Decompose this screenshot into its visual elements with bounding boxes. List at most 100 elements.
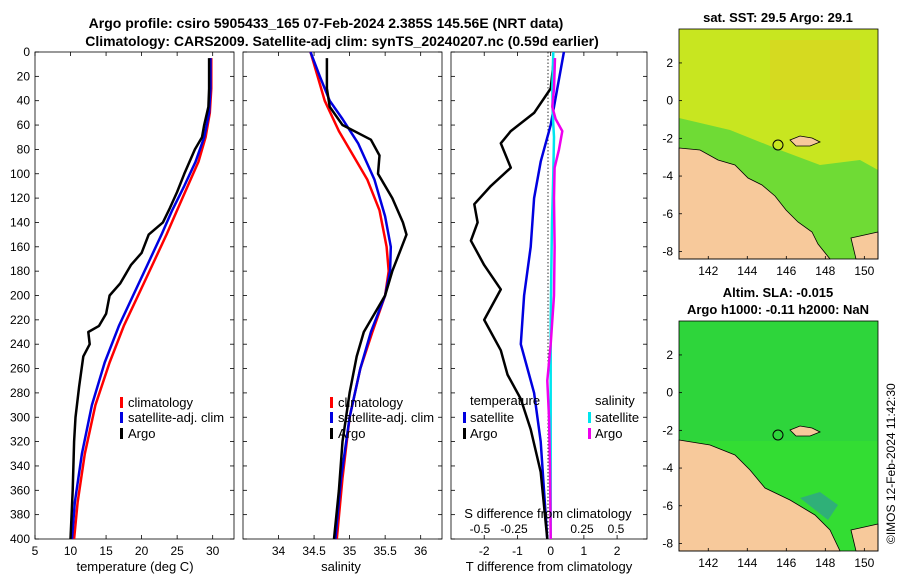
x2-tick-label: -0.5 (470, 522, 491, 536)
temperature-panel: 5 10 15 20 25 3002040608010012014016018020022… (10, 45, 235, 574)
salinity-panel: 34 34.5 35 35.5 36 salinity climatology sate… (242, 51, 443, 574)
map-y-tick-label: -6 (662, 499, 673, 513)
y-tick-label: 200 (10, 289, 30, 303)
x-tick-label: 2 (614, 544, 621, 558)
sst-map (678, 28, 879, 260)
x2-tick-label: -0.25 (500, 522, 528, 536)
sst-map-frame (678, 28, 879, 260)
x-tick-label: 36 (414, 544, 428, 558)
series-line-salinity-argo (546, 58, 564, 540)
difference-series (469, 51, 566, 540)
x-tick-label: -2 (479, 544, 490, 558)
legend-label-argo: Argo (128, 426, 155, 441)
y-tick-label: 60 (17, 118, 31, 132)
x-tick-label: 15 (99, 544, 113, 558)
legend-swatch-argo (120, 428, 123, 439)
map-y-tick-label: -2 (662, 131, 673, 145)
legend-label-t-satellite: satellite (470, 410, 514, 425)
x-tick-label: -1 (512, 544, 523, 558)
map-x-tick-label: 146 (776, 264, 796, 278)
map-y-tick-label: -8 (662, 536, 673, 550)
y-tick-label: 120 (10, 191, 30, 205)
legend-label-climatology-2: climatology (338, 395, 404, 410)
y-tick-label: 140 (10, 215, 30, 229)
y-tick-label: 260 (10, 362, 30, 376)
y-tick-label: 80 (17, 142, 31, 156)
sla-map (678, 320, 879, 552)
legend-swatch-satellite-adj (120, 412, 123, 423)
x-tick-label: 35 (343, 544, 357, 558)
map-x-tick-label: 142 (698, 556, 718, 570)
map-x-tick-label: 144 (737, 264, 757, 278)
x-tick-label: 34.5 (302, 544, 326, 558)
legend-label-t-argo: Argo (470, 426, 497, 441)
x-tick-label: 35.5 (373, 544, 397, 558)
y-tick-label: 20 (17, 69, 31, 83)
x-tick-label: 30 (206, 544, 220, 558)
legend-label-satellite-adj-2: satellite-adj. clim (338, 410, 434, 425)
map-y-tick-label: 2 (666, 56, 673, 70)
map-y-tick-label: -2 (662, 423, 673, 437)
sla-low-patch (800, 492, 838, 520)
y-tick-label: 280 (10, 386, 30, 400)
y-tick-label: 40 (17, 94, 31, 108)
map-y-tick-label: 2 (666, 348, 673, 362)
map-x-tick-label: 150 (854, 556, 874, 570)
sst-map-panel: sat. SST: 29.5 Argo: 29.1 142 144 146 148 15… (662, 10, 879, 278)
y-tick-label: 240 (10, 337, 30, 351)
series-line-argo (69, 58, 211, 540)
legend-swatch-climatology (120, 397, 123, 408)
map-y-tick-label: -8 (662, 244, 673, 258)
x-tick-label: 10 (64, 544, 78, 558)
legend-swatch-satellite-adj-2 (330, 412, 333, 423)
sla-map-ticks: 142 144 146 148 150 2 0 -2 -4 -6 -8 (662, 348, 874, 570)
legend-swatch-t-satellite (463, 412, 466, 423)
map-y-tick-label: -4 (662, 169, 673, 183)
series-line-argo (325, 58, 408, 540)
map-y-tick-label: -4 (662, 461, 673, 475)
legend-swatch-climatology-2 (330, 397, 333, 408)
map-x-tick-label: 150 (854, 264, 874, 278)
legend-title-salinity: salinity (595, 393, 635, 408)
legend-title-temperature: temperature (470, 393, 540, 408)
sla-map-title-line1: Altim. SLA: -0.015 (723, 285, 834, 300)
sla-map-title-line2: Argo h1000: -0.11 h2000: NaN (687, 302, 869, 317)
difference-legend: temperature satellite Argo salinity sate… (463, 393, 639, 441)
sst-map-ticks: 142 144 146 148 150 2 0 -2 -4 -6 -8 (662, 56, 874, 278)
difference-xlabel: T difference from climatology (466, 559, 633, 574)
map-y-tick-label: -6 (662, 207, 673, 221)
x2-tick-label: 0.5 (608, 522, 625, 536)
map-x-tick-label: 148 (815, 556, 835, 570)
y-tick-label: 300 (10, 410, 30, 424)
legend-label-s-argo: Argo (595, 426, 622, 441)
map-x-tick-label: 142 (698, 264, 718, 278)
y-tick-label: 0 (23, 45, 30, 59)
chart-title-line2: Climatology: CARS2009. Satellite-adj cli… (85, 33, 599, 49)
legend-label-argo-2: Argo (338, 426, 365, 441)
salinity-xlabel: salinity (321, 559, 361, 574)
legend-swatch-s-satellite (588, 412, 591, 423)
map-x-tick-label: 144 (737, 556, 757, 570)
temperature-series (69, 58, 213, 540)
map-y-tick-label: 0 (666, 386, 673, 400)
sla-argo-location-marker (772, 429, 784, 441)
sla-map-frame (678, 320, 879, 552)
legend-swatch-t-argo (463, 428, 466, 439)
legend-swatch-argo-2 (330, 428, 333, 439)
y-tick-label: 400 (10, 532, 30, 546)
sst-land-new-guinea (678, 147, 831, 260)
y-tick-label: 320 (10, 435, 30, 449)
difference-ticks: -2 -1 0 1 2 -0.5 -0.25 0.25 0.5 (451, 51, 647, 558)
temperature-ticks: 5 10 15 20 25 3002040608010012014016018020022… (10, 45, 234, 558)
x-tick-label: 25 (170, 544, 184, 558)
map-x-tick-label: 146 (776, 556, 796, 570)
y-tick-label: 220 (10, 313, 30, 327)
sla-map-panel: Altim. SLA: -0.015 Argo h1000: -0.11 h20… (662, 285, 879, 570)
difference-x2label: S difference from climatology (464, 506, 632, 521)
x-tick-label: 5 (32, 544, 39, 558)
imos-credit: ©IMOS 12-Feb-2024 11:42:30 (884, 383, 898, 544)
temperature-legend: climatology satellite-adj. clim Argo (120, 395, 224, 441)
salinity-legend: climatology satellite-adj. clim Argo (330, 395, 434, 441)
legend-swatch-s-argo (588, 428, 591, 439)
